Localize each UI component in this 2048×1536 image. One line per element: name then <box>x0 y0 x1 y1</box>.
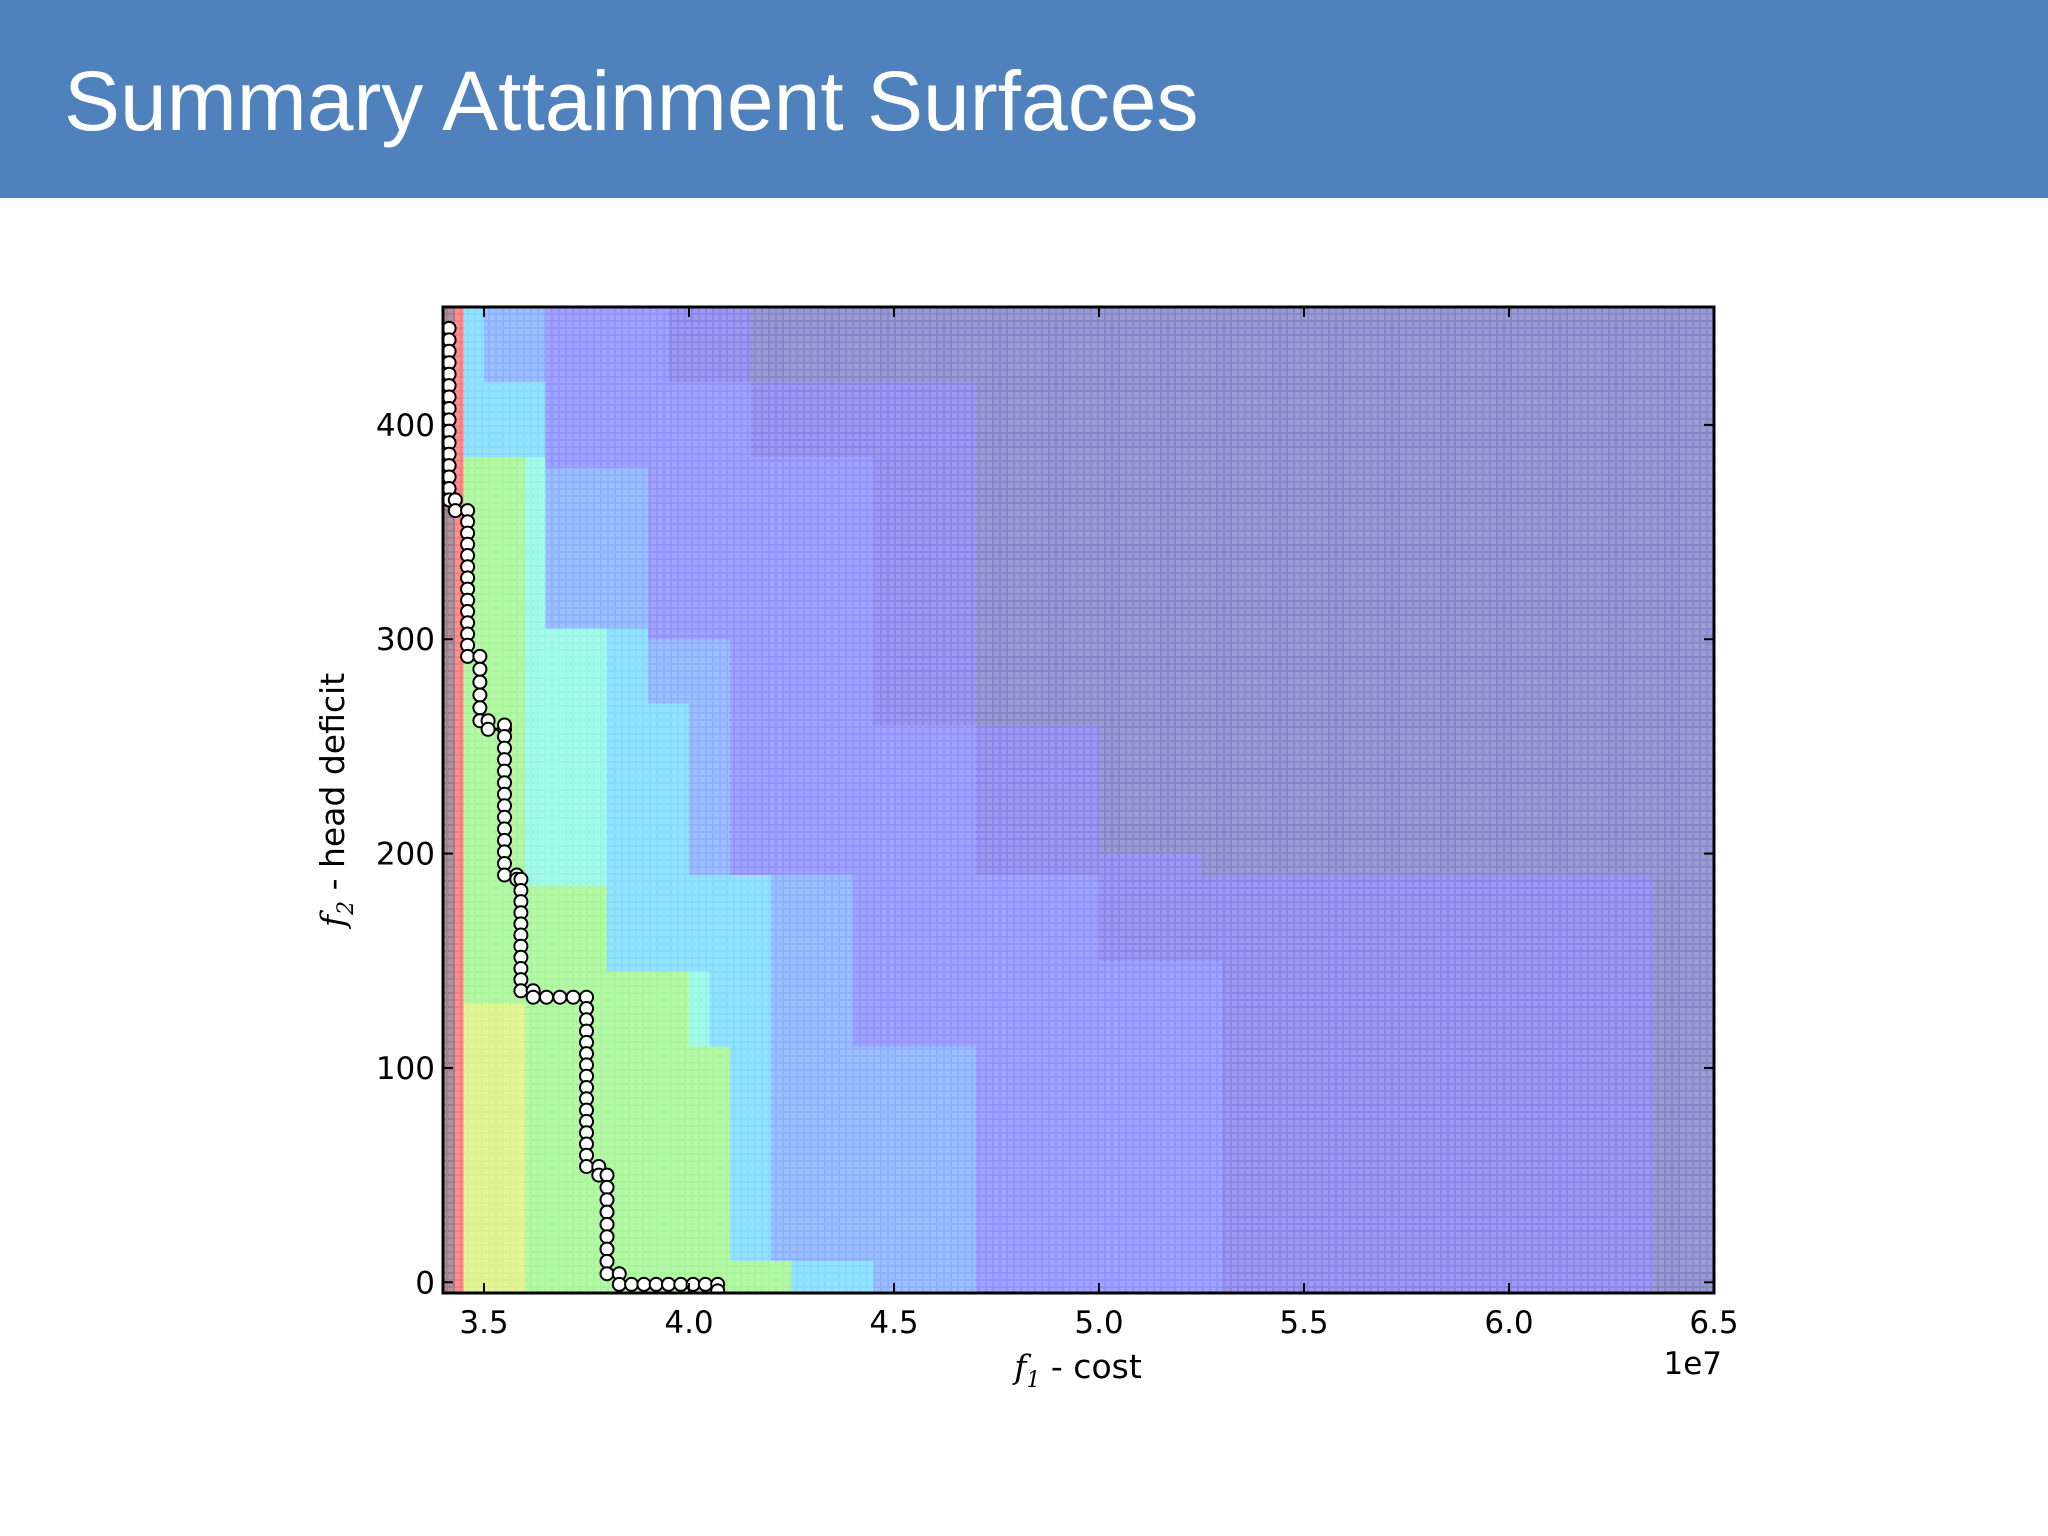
marker-106 <box>673 1276 689 1292</box>
marker-33 <box>472 661 488 677</box>
y-axis-subscript: 2 <box>334 901 359 916</box>
x-axis-text: - cost <box>1040 1347 1141 1386</box>
marker-104 <box>648 1276 664 1292</box>
marker-36 <box>472 700 488 716</box>
slide-title: Summary Attainment Surfaces <box>64 54 1199 148</box>
x-tick-label: 5.0 <box>1074 1305 1123 1341</box>
marker-99 <box>599 1266 615 1282</box>
marker-69 <box>525 989 541 1005</box>
marker-93 <box>599 1192 615 1208</box>
slide-header: Summary Attainment Surfaces <box>0 0 2048 198</box>
marker-72 <box>565 989 581 1005</box>
y-tick-label: 300 <box>376 622 435 658</box>
marker-108 <box>697 1276 713 1292</box>
x-tick-label: 5.5 <box>1279 1305 1328 1341</box>
x-axis: 3.5 4.0 4.5 5.0 5.5 6.0 6.5 <box>459 307 1739 1341</box>
marker-70 <box>539 989 554 1005</box>
marker-17 <box>447 503 463 519</box>
marker-88 <box>579 1159 594 1174</box>
x-axis-multiplier: 1e7 <box>1663 1346 1722 1382</box>
marker-71 <box>552 989 568 1005</box>
y-axis-text: - head deficit <box>313 673 352 901</box>
marker-105 <box>661 1276 676 1292</box>
marker-34 <box>472 674 488 690</box>
y-tick-label: 400 <box>376 408 435 444</box>
y-axis-label: f2 - head deficit <box>313 673 359 930</box>
marker-91 <box>599 1167 615 1183</box>
y-tick-label: 200 <box>376 837 435 873</box>
y-tick-label: 100 <box>376 1051 435 1087</box>
x-axis-subscript: 1 <box>1026 1368 1040 1393</box>
marker-95 <box>599 1216 615 1232</box>
marker-110 <box>710 1283 726 1293</box>
marker-97 <box>599 1241 615 1257</box>
marker-39 <box>480 721 496 737</box>
marker-35 <box>472 687 488 703</box>
x-tick-label: 6.5 <box>1689 1305 1738 1341</box>
marker-96 <box>599 1229 615 1245</box>
x-tick-label: 4.0 <box>664 1305 713 1341</box>
marker-67 <box>513 983 529 999</box>
marker-103 <box>636 1276 652 1292</box>
attainment-series <box>443 320 726 1293</box>
x-axis-label: f1 - cost <box>1011 1347 1142 1393</box>
marker-32 <box>472 648 488 664</box>
marker-31 <box>460 648 476 664</box>
y-tick-label: 0 <box>415 1265 435 1301</box>
marker-102 <box>624 1276 640 1292</box>
marker-92 <box>599 1179 615 1195</box>
marker-98 <box>599 1253 615 1269</box>
x-tick-label: 6.0 <box>1484 1305 1533 1341</box>
plot-frame <box>441 305 1716 1295</box>
marker-54 <box>497 867 512 883</box>
grid-texture <box>443 307 1714 1293</box>
marker-101 <box>611 1276 627 1292</box>
x-tick-label: 4.5 <box>869 1305 918 1341</box>
marker-94 <box>599 1204 615 1220</box>
x-tick-label: 3.5 <box>459 1305 508 1341</box>
y-axis: 0 100 200 300 400 <box>376 408 1714 1301</box>
